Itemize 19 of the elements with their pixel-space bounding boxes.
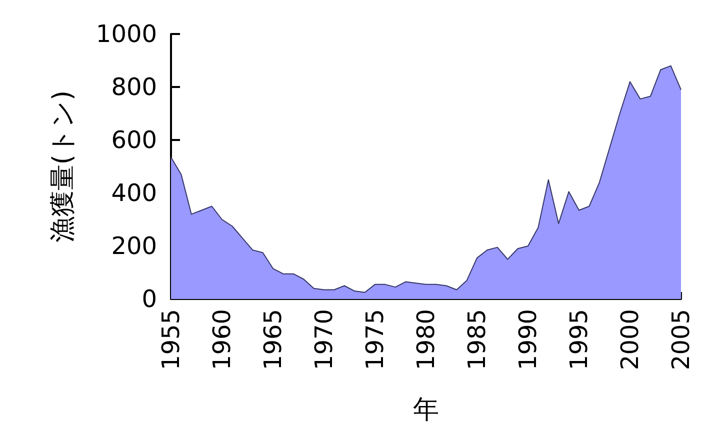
y-tick-label: 800 xyxy=(111,73,157,101)
y-tick-label: 200 xyxy=(111,232,157,260)
x-tick-label: 1965 xyxy=(259,309,287,370)
x-tick-label: 1960 xyxy=(208,309,236,370)
x-axis-title: 年 xyxy=(413,395,439,425)
y-axis-title: 漁獲量(トン) xyxy=(48,90,78,243)
y-tick-label: 0 xyxy=(142,285,157,313)
x-tick-label: 1990 xyxy=(514,309,542,370)
x-tick-label: 1980 xyxy=(412,309,440,370)
y-tick-label: 1000 xyxy=(96,20,157,48)
y-tick-label: 400 xyxy=(111,179,157,207)
x-tick-label: 1985 xyxy=(463,309,491,370)
x-tick-label: 1970 xyxy=(310,309,338,370)
y-tick-label: 600 xyxy=(111,126,157,154)
x-tick-label: 1975 xyxy=(361,309,389,370)
x-tick-label: 1995 xyxy=(565,309,593,370)
x-tick-label: 1955 xyxy=(157,309,185,370)
x-tick-label: 2005 xyxy=(667,309,695,370)
x-tick-label: 2000 xyxy=(616,309,644,370)
